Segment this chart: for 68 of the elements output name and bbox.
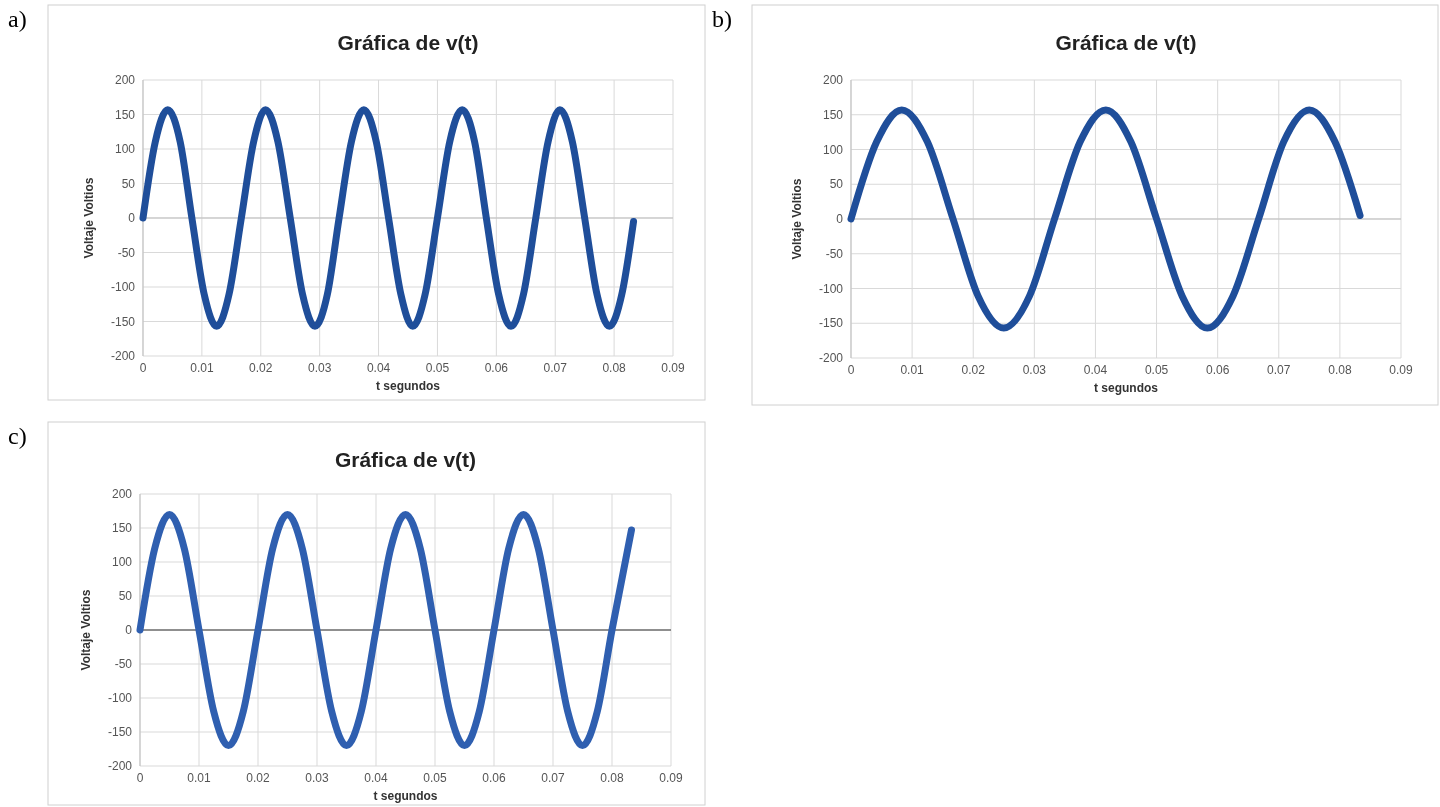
x-tick-label: 0.01 (190, 361, 214, 375)
y-tick-label: -50 (117, 245, 136, 260)
x-tick-label: 0.05 (425, 361, 450, 375)
x-tick-label: 0.04 (364, 771, 388, 785)
x-tick-label: 0.03 (305, 771, 329, 785)
x-tick-label: 0 (847, 363, 855, 377)
x-tick-label: 0.09 (659, 771, 683, 785)
x-tick-label: 0.02 (249, 361, 273, 375)
y-tick-label: -100 (818, 281, 844, 296)
y-tick-label: 150 (111, 521, 133, 536)
y-tick-label: 150 (114, 107, 136, 122)
y-axis-title: Voltaje Voltios (790, 178, 804, 260)
y-tick-label: -50 (114, 657, 133, 672)
x-axis-title: t segundos (1093, 381, 1159, 395)
y-tick-label: 50 (121, 176, 136, 191)
text: b) (712, 6, 732, 32)
y-tick-label: 100 (822, 142, 844, 157)
y-tick-label: 150 (822, 107, 844, 122)
x-tick-label: 0.08 (602, 361, 627, 375)
x-tick-label: 0.06 (484, 361, 509, 375)
text: a) (8, 6, 27, 32)
y-tick-label: -200 (107, 759, 133, 774)
x-tick-label: 0.08 (1328, 363, 1352, 377)
y-tick-label: -100 (110, 280, 136, 295)
x-tick-label: 0.05 (1144, 363, 1169, 377)
text: c) (8, 423, 27, 449)
chart-title: Gráfica de v(t) (334, 448, 477, 471)
x-tick-label: 0.04 (1083, 363, 1108, 377)
y-tick-label: 0 (128, 211, 136, 226)
y-tick-label: 50 (118, 589, 133, 604)
y-tick-label: 200 (111, 487, 133, 502)
x-tick-label: 0.07 (1267, 363, 1291, 377)
y-tick-label: 0 (125, 623, 133, 638)
x-tick-label: 0.05 (423, 771, 447, 785)
y-axis-title: Voltaje Voltios (79, 589, 93, 671)
x-tick-label: 0.06 (1205, 363, 1230, 377)
x-tick-label: 0.07 (543, 361, 568, 375)
y-tick-label: 50 (829, 177, 844, 192)
x-tick-label: 0.09 (1389, 363, 1413, 377)
y-tick-label: -100 (107, 691, 133, 706)
x-tick-label: 0.07 (541, 771, 565, 785)
x-tick-label: 0.06 (482, 771, 506, 785)
x-axis-title: t segundos (375, 379, 441, 393)
x-tick-label: 0.04 (366, 361, 391, 375)
y-tick-label: 200 (114, 73, 136, 88)
y-tick-label: -200 (818, 351, 844, 366)
x-tick-label: 0.02 (961, 363, 986, 377)
y-tick-label: 100 (114, 142, 136, 157)
x-tick-label: 0.02 (246, 771, 270, 785)
x-tick-label: 0 (139, 361, 147, 375)
y-tick-label: 0 (836, 212, 844, 227)
x-tick-label: 0.08 (600, 771, 624, 785)
y-tick-label: -150 (110, 314, 136, 329)
x-tick-label: 0.09 (661, 361, 685, 375)
x-tick-label: 0.03 (307, 361, 332, 375)
chart-title: Gráfica de v(t) (1055, 31, 1197, 54)
x-tick-label: 0.01 (900, 363, 925, 377)
y-tick-label: -150 (107, 725, 133, 740)
chart-title: Gráfica de v(t) (337, 31, 479, 54)
y-tick-label: -150 (818, 316, 844, 331)
y-axis-title: Voltaje Voltios (82, 177, 96, 259)
x-axis-title: t segundos (373, 789, 438, 803)
y-tick-label: -50 (825, 246, 844, 261)
y-tick-label: -200 (110, 349, 136, 364)
x-tick-label: 0.03 (1022, 363, 1047, 377)
y-tick-label: 200 (822, 73, 844, 88)
x-tick-label: 0.01 (187, 771, 211, 785)
y-tick-label: 100 (111, 555, 133, 570)
